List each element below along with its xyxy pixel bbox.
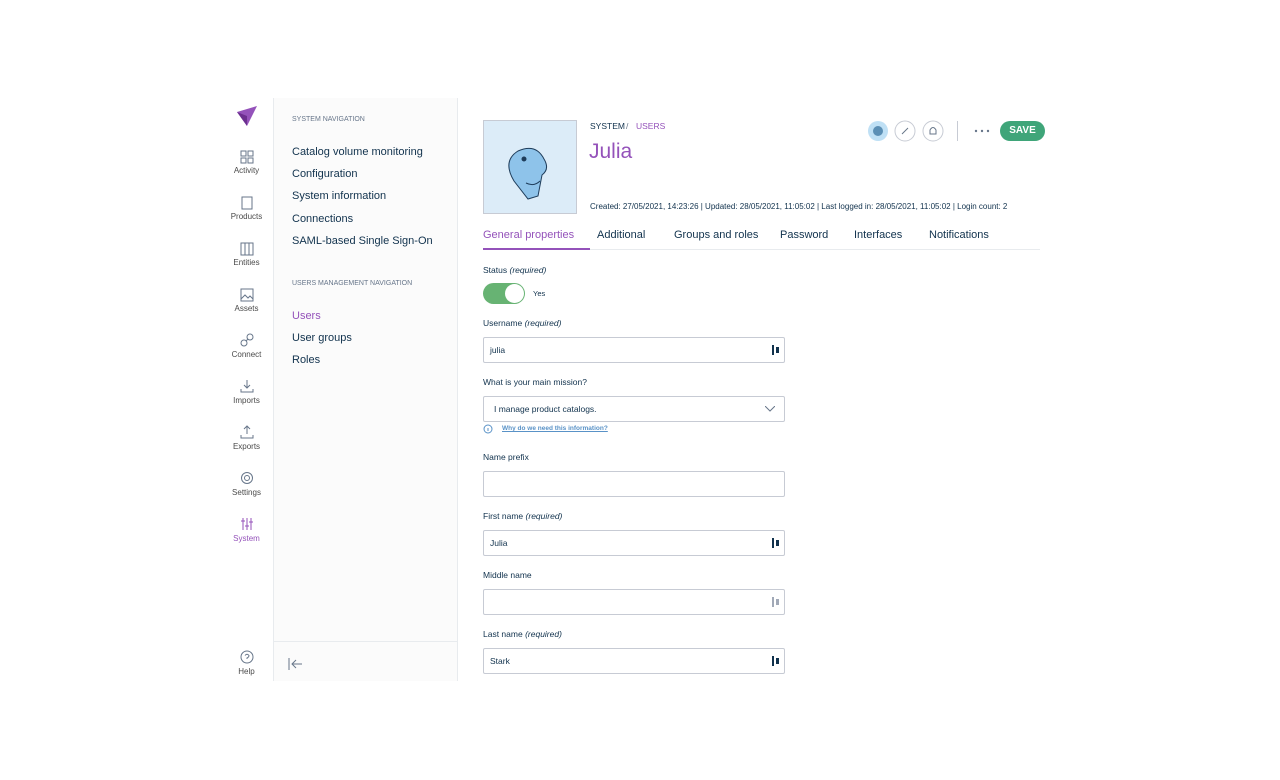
nav-item[interactable]: Connections xyxy=(292,213,354,225)
divider xyxy=(274,641,457,642)
help-link[interactable]: Why do we need this information? xyxy=(502,425,608,432)
field-label: Middle name xyxy=(483,570,532,580)
breadcrumb-item[interactable]: SYSTEM xyxy=(590,121,625,131)
nav-label[interactable]: Activity xyxy=(233,166,260,175)
user-meta: Created: 27/05/2021, 14:23:26 | Updated:… xyxy=(590,202,1008,211)
name-prefix-input[interactable] xyxy=(483,471,785,497)
breadcrumb-separator: / xyxy=(626,121,629,131)
locale-icon xyxy=(772,656,779,666)
nav-label[interactable]: Settings xyxy=(232,488,261,497)
input-value: Julia xyxy=(490,538,508,548)
username-input[interactable]: julia xyxy=(483,337,785,363)
chevron xyxy=(765,406,775,412)
status-toggle[interactable] xyxy=(483,283,525,304)
locale-icon xyxy=(772,597,779,607)
save-button[interactable]: SAVE xyxy=(1000,121,1045,141)
nav-label[interactable]: Entities xyxy=(233,258,260,267)
nav-label[interactable]: System xyxy=(233,534,260,543)
label-text: Username xyxy=(483,318,523,328)
nav-item[interactable]: SAML-based Single Sign-On xyxy=(292,235,433,247)
last-name-input[interactable]: Stark xyxy=(483,648,785,674)
nav-item[interactable]: User groups xyxy=(292,332,352,344)
nav-item[interactable]: Roles xyxy=(292,354,321,366)
nav-label[interactable]: Assets xyxy=(234,304,259,313)
label-text: Last name xyxy=(483,629,523,639)
input-value: julia xyxy=(490,345,506,355)
toggle-value: Yes xyxy=(533,289,546,298)
required-note: (required) xyxy=(524,318,562,328)
info-icon xyxy=(483,424,493,434)
main-nav xyxy=(220,98,274,681)
secondary-nav xyxy=(274,98,458,681)
nav-item[interactable]: Catalog volume monitoring xyxy=(292,146,423,158)
first-name-input[interactable]: Julia xyxy=(483,530,785,556)
required-note: (required) xyxy=(525,629,562,639)
help-icon[interactable] xyxy=(240,650,254,664)
page-title: Julia xyxy=(589,140,633,163)
toggle-knob xyxy=(505,284,524,303)
section-title: SYSTEM NAVIGATION xyxy=(292,116,365,123)
field-label: Last name (required) xyxy=(483,629,562,639)
middle-name-input[interactable] xyxy=(483,589,785,615)
tab-underline xyxy=(483,248,590,250)
required-note: (required) xyxy=(525,511,563,521)
field-label: What is your main mission? xyxy=(483,377,587,387)
nav-label[interactable]: Connect xyxy=(231,350,262,359)
tab[interactable]: Groups and roles xyxy=(674,229,759,241)
label-text: Status xyxy=(483,265,508,275)
system-icon[interactable] xyxy=(240,517,254,531)
field-label: Name prefix xyxy=(483,452,529,462)
more-button[interactable] xyxy=(973,127,991,135)
products-icon[interactable] xyxy=(240,196,254,210)
locale-icon xyxy=(772,345,779,355)
link-button[interactable] xyxy=(894,120,916,142)
mission-select[interactable]: I manage product catalogs. xyxy=(483,396,785,422)
nav-label[interactable]: Products xyxy=(230,212,263,221)
avatar-button[interactable] xyxy=(867,120,889,142)
avatar-image xyxy=(508,147,548,200)
tab[interactable]: Interfaces xyxy=(854,229,903,241)
logo[interactable] xyxy=(235,104,259,128)
tab[interactable]: Additional xyxy=(597,229,646,241)
tab-bar xyxy=(483,249,1040,250)
nav-label[interactable]: Imports xyxy=(233,396,260,405)
imports-icon[interactable] xyxy=(240,379,254,393)
locale-icon xyxy=(772,538,779,548)
field-label: Username (required) xyxy=(483,318,561,328)
tab[interactable]: Password xyxy=(780,229,829,241)
field-label: Status (required) xyxy=(483,265,546,275)
nav-item[interactable]: Users xyxy=(292,310,321,322)
section-title: USERS MANAGEMENT NAVIGATION xyxy=(292,280,413,287)
nav-item[interactable]: System information xyxy=(292,190,387,202)
field-label: First name (required) xyxy=(483,511,562,521)
tab[interactable]: General properties xyxy=(483,229,575,241)
divider xyxy=(957,121,958,141)
avatar xyxy=(483,120,577,214)
nav-item[interactable]: Configuration xyxy=(292,168,358,180)
connect-icon[interactable] xyxy=(240,333,254,347)
collapse-button[interactable] xyxy=(288,657,304,671)
entities-icon[interactable] xyxy=(240,242,254,256)
exports-icon[interactable] xyxy=(240,425,254,439)
nav-label[interactable]: Help xyxy=(238,667,255,676)
notification-button[interactable] xyxy=(922,120,944,142)
required-note: (required) xyxy=(509,265,547,275)
settings-icon[interactable] xyxy=(240,471,254,485)
assets-icon[interactable] xyxy=(240,288,254,302)
input-value: Stark xyxy=(490,656,510,666)
tab[interactable]: Notifications xyxy=(929,229,989,241)
breadcrumb-item[interactable]: USERS xyxy=(636,121,666,131)
label-text: First name xyxy=(483,511,524,521)
nav-label[interactable]: Exports xyxy=(232,442,261,451)
activity-icon[interactable] xyxy=(240,150,254,164)
select-value: I manage product catalogs. xyxy=(494,404,597,414)
